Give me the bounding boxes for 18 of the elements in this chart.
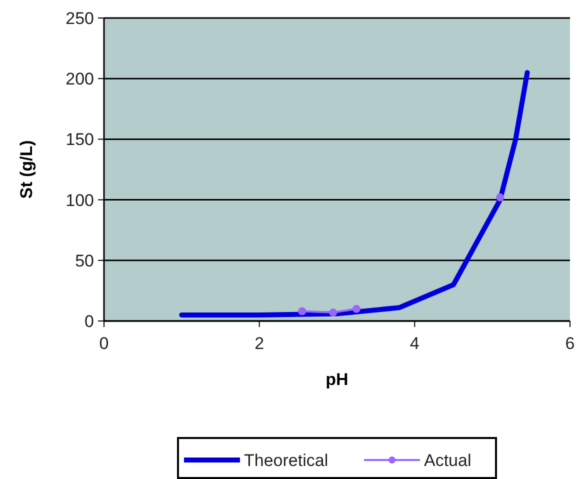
x-tick-label: 2 <box>254 334 264 353</box>
point <box>496 193 504 202</box>
y-tick-label: 200 <box>66 70 94 89</box>
y-tick-label: 150 <box>66 130 94 150</box>
y-tick-label: 50 <box>75 251 94 270</box>
y-tick-label: 0 <box>84 312 94 331</box>
point <box>329 308 338 317</box>
point <box>298 307 306 316</box>
x-tick-label: 6 <box>565 334 575 353</box>
y-tick-label: 100 <box>66 190 94 210</box>
y-axis-title: St (g/L) <box>17 140 36 199</box>
x-axis-title: pH <box>326 370 348 389</box>
x-tick-label: 0 <box>99 334 109 353</box>
x-tick-label: 4 <box>410 334 420 353</box>
point <box>352 304 360 313</box>
legend-label: Theoretical <box>244 450 328 470</box>
y-tick-label: 250 <box>66 8 94 28</box>
legend-label: Actual <box>424 450 472 470</box>
